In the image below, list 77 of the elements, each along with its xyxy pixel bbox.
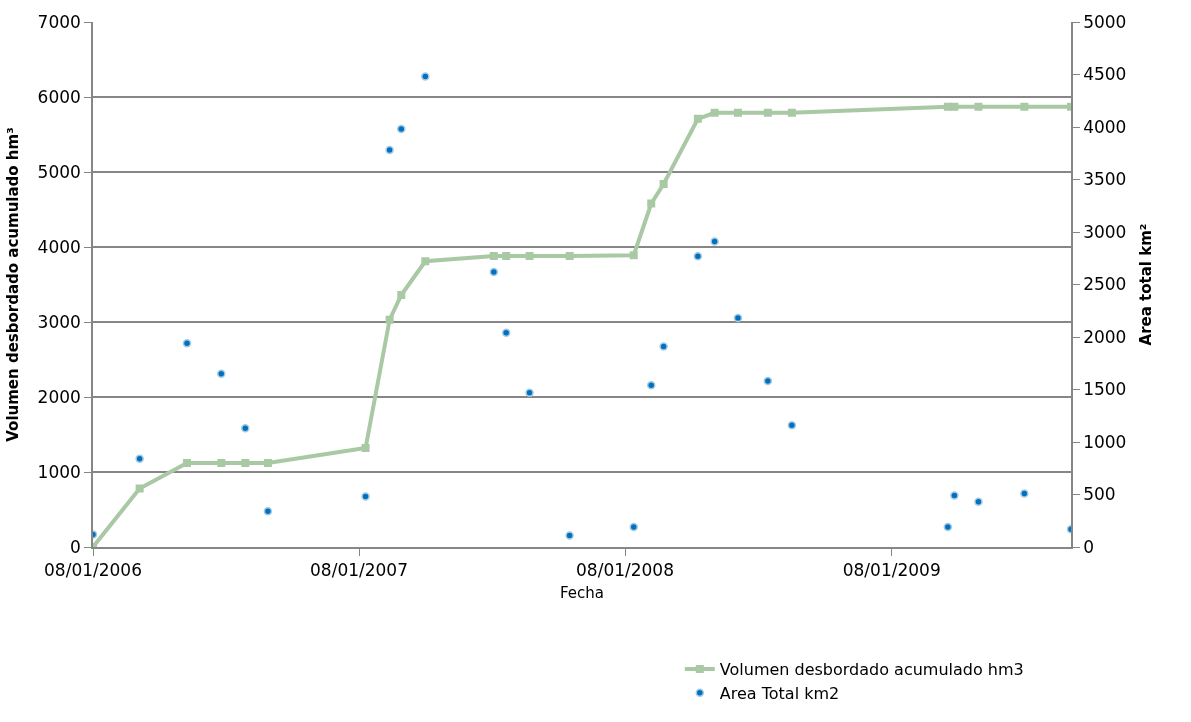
point bbox=[525, 388, 534, 397]
point bbox=[974, 497, 983, 507]
point bbox=[646, 381, 656, 390]
point bbox=[565, 252, 574, 260]
point bbox=[182, 339, 192, 348]
point bbox=[1020, 489, 1029, 498]
point bbox=[361, 492, 370, 501]
y2-tick-label: 500 bbox=[1083, 484, 1116, 505]
point bbox=[710, 108, 719, 117]
point bbox=[629, 251, 638, 260]
point bbox=[489, 267, 499, 277]
point bbox=[421, 257, 430, 266]
y-tick-label: 4000 bbox=[37, 236, 81, 257]
y-axis-title: Volumen desbordado acumulado hm³ bbox=[4, 127, 23, 442]
y2-tick-label: 1000 bbox=[1083, 431, 1127, 452]
point bbox=[733, 108, 742, 117]
point bbox=[263, 507, 273, 516]
x-tick-label: 08/01/2007 bbox=[310, 560, 408, 581]
y-tick-label: 3000 bbox=[37, 311, 81, 332]
point bbox=[385, 315, 394, 324]
point bbox=[241, 424, 250, 433]
point bbox=[183, 459, 192, 467]
point bbox=[659, 180, 668, 188]
point bbox=[502, 252, 511, 260]
y2-tick-label: 4500 bbox=[1083, 64, 1127, 85]
y2-tick-label: 2000 bbox=[1083, 326, 1127, 347]
point bbox=[217, 459, 226, 467]
y2-tick-label: 5000 bbox=[1083, 11, 1127, 32]
point bbox=[489, 252, 498, 260]
point bbox=[659, 342, 668, 351]
point bbox=[629, 522, 638, 532]
point bbox=[565, 531, 574, 540]
y2-tick-label: 2500 bbox=[1083, 274, 1127, 295]
y2-tick-label: 3500 bbox=[1083, 169, 1127, 190]
point bbox=[217, 369, 226, 378]
y2-tick-label: 0 bbox=[1083, 536, 1094, 557]
point bbox=[943, 522, 953, 532]
point bbox=[421, 72, 430, 81]
point bbox=[974, 102, 983, 111]
x-tick-label: 08/01/2006 bbox=[44, 560, 142, 581]
point bbox=[135, 454, 144, 464]
y-tick-label: 0 bbox=[70, 536, 81, 557]
legend-label: Area Total km2 bbox=[719, 683, 840, 703]
y2-axis-title: Area total km² bbox=[1136, 223, 1155, 346]
y-tick-label: 6000 bbox=[37, 86, 81, 107]
x-axis-title: Fecha bbox=[560, 583, 604, 602]
point bbox=[763, 376, 773, 386]
y-tick-label: 2000 bbox=[37, 386, 81, 407]
point bbox=[385, 145, 394, 155]
point bbox=[647, 199, 656, 208]
point bbox=[263, 459, 272, 467]
y2-tick-label: 3000 bbox=[1083, 221, 1127, 242]
point bbox=[1020, 102, 1029, 111]
y2-tick-label: 1500 bbox=[1083, 379, 1127, 400]
point bbox=[787, 108, 796, 117]
legend-label: Volumen desbordado acumulado hm3 bbox=[719, 660, 1024, 680]
x-tick-label: 08/01/2009 bbox=[842, 560, 941, 581]
point bbox=[135, 484, 144, 493]
point bbox=[501, 328, 511, 338]
y-tick-label: 1000 bbox=[37, 461, 81, 482]
point bbox=[241, 459, 250, 467]
y2-tick-label: 4000 bbox=[1083, 116, 1127, 137]
point bbox=[787, 420, 797, 430]
point bbox=[361, 444, 370, 452]
y-tick-label: 5000 bbox=[37, 161, 81, 182]
point bbox=[397, 291, 406, 299]
point bbox=[950, 491, 959, 500]
point bbox=[763, 108, 772, 117]
point bbox=[950, 102, 959, 111]
x-tick-label: 08/01/2008 bbox=[576, 560, 674, 581]
point bbox=[733, 313, 743, 323]
point bbox=[693, 114, 702, 123]
point bbox=[397, 124, 406, 134]
point bbox=[693, 251, 703, 261]
point bbox=[710, 237, 719, 246]
point bbox=[525, 252, 534, 260]
y-tick-label: 7000 bbox=[37, 11, 81, 32]
